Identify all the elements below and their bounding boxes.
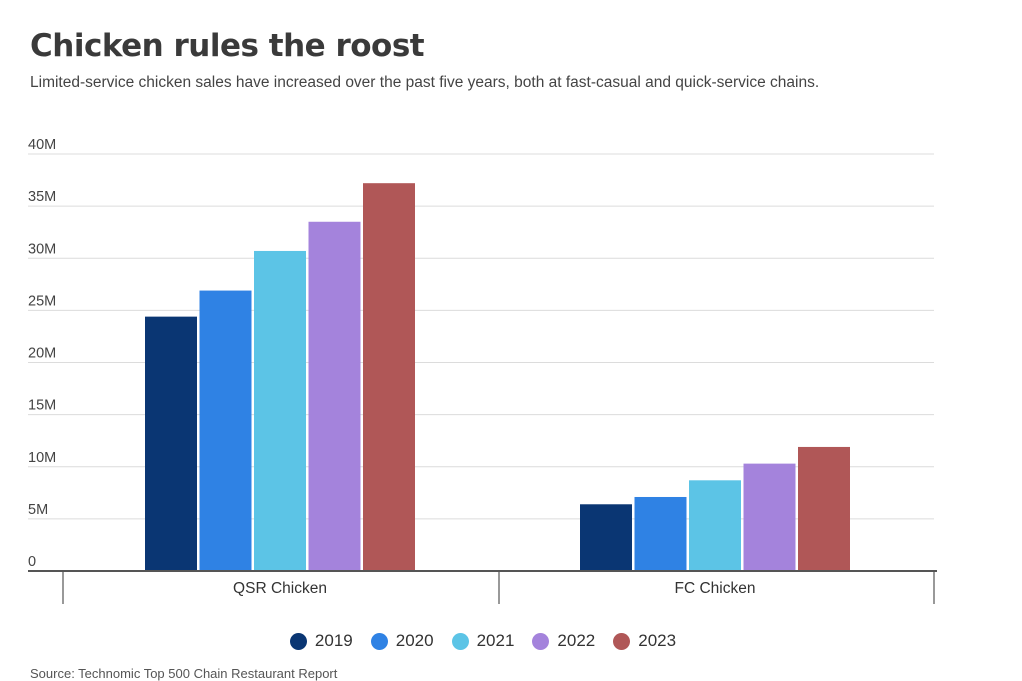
y-tick-label: 25M [28,293,56,309]
legend-item-2019: 2019 [289,631,353,651]
bar-fc-chicken-2021 [689,480,741,571]
y-tick-label: 15M [28,398,56,414]
category-label: FC Chicken [675,580,756,597]
y-tick-label: 40M [28,137,56,153]
bar-qsr-chicken-2020 [199,290,252,571]
source-note: Source: Technomic Top 500 Chain Restaura… [30,666,338,681]
bar-qsr-chicken-2022 [308,221,361,571]
legend-swatch [532,632,550,650]
bar-fc-chicken-2019 [580,504,632,571]
legend-item-2022: 2022 [532,631,595,651]
legend-item-2020: 2020 [370,631,434,651]
x-axis-labels: QSR Chicken FC Chicken [233,580,755,597]
bar-qsr-chicken-2021 [254,250,306,571]
legend-label: 2023 [638,631,677,650]
bars [145,183,850,571]
category-label: QSR Chicken [233,580,327,597]
legend-item-2023: 2023 [613,631,676,651]
y-axis-ticks: 0 5M 10M 15M 20M 25M 30M 35M 40M [28,137,56,570]
y-tick-label: 10M [28,450,56,466]
legend-swatch [613,632,631,650]
x-axis [28,570,937,604]
bar-fc-chicken-2023 [798,446,850,571]
chart-subtitle: Limited-service chicken sales have incre… [30,74,820,91]
legend-label: 2022 [557,631,596,650]
bar-fc-chicken-2022 [743,463,796,571]
bar-fc-chicken-2020 [634,496,687,571]
bar-qsr-chicken-2023 [363,183,415,571]
legend-swatch [289,632,307,650]
bar-chart: 0 5M 10M 15M 20M 25M 30M 35M 40M QSR Chicken FC C… [28,137,937,604]
legend-item-2021: 2021 [451,631,515,651]
y-tick-label: 35M [28,189,56,205]
legend-swatch [451,632,469,650]
y-tick-label: 5M [28,502,48,518]
legend: 2019 2020 2021 2022 2023 [0,631,966,651]
chart-title: Chicken rules the roost [30,28,425,64]
y-tick-label: 20M [28,346,56,362]
legend-label: 2019 [314,631,353,650]
legend-swatch [370,632,388,650]
y-tick-label: 0 [28,554,36,570]
legend-label: 2020 [395,631,434,650]
y-tick-label: 30M [28,241,56,257]
legend-label: 2021 [476,631,515,650]
bar-qsr-chicken-2019 [145,316,197,571]
